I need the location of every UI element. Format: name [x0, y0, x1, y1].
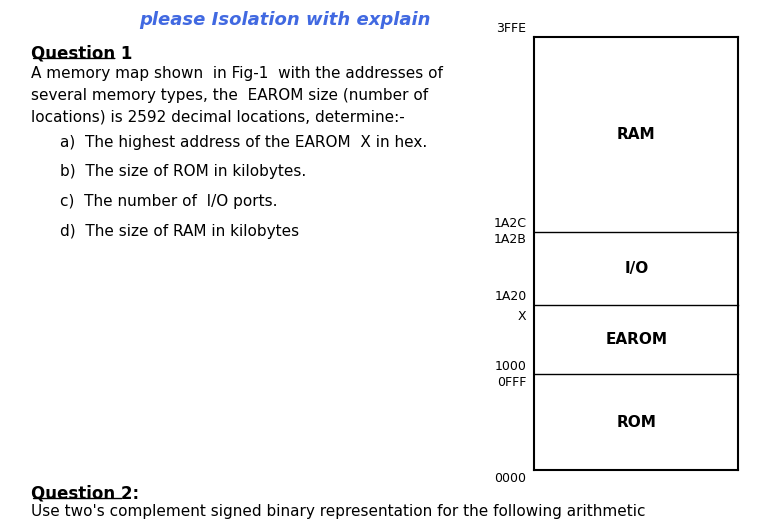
Text: c)  The number of  I/O ports.: c) The number of I/O ports. — [60, 194, 278, 209]
Text: EAROM: EAROM — [605, 333, 667, 347]
Text: ROM: ROM — [617, 414, 656, 430]
Text: 1000: 1000 — [494, 360, 527, 373]
Text: a)  The highest address of the EAROM  X in hex.: a) The highest address of the EAROM X in… — [60, 135, 428, 150]
Text: 0000: 0000 — [494, 472, 527, 484]
Text: X: X — [518, 310, 527, 323]
Text: RAM: RAM — [617, 126, 656, 141]
Text: 1A20: 1A20 — [494, 290, 527, 303]
Text: please Isolation with explain: please Isolation with explain — [138, 11, 431, 29]
Text: Use two's complement signed binary representation for the following arithmetic
o: Use two's complement signed binary repre… — [31, 504, 645, 522]
Text: d)  The size of RAM in kilobytes: d) The size of RAM in kilobytes — [60, 224, 299, 239]
Text: Question 2:: Question 2: — [31, 484, 139, 502]
Text: 1A2B: 1A2B — [494, 233, 527, 246]
Text: 1A2C: 1A2C — [494, 217, 527, 230]
Text: b)  The size of ROM in kilobytes.: b) The size of ROM in kilobytes. — [60, 164, 306, 180]
Text: I/O: I/O — [624, 261, 648, 276]
Text: 0FFF: 0FFF — [497, 376, 527, 389]
Text: 3FFE: 3FFE — [497, 22, 527, 34]
Text: A memory map shown  in Fig-1  with the addresses of
several memory types, the  E: A memory map shown in Fig-1 with the add… — [31, 66, 443, 124]
Text: Question 1: Question 1 — [31, 44, 132, 62]
